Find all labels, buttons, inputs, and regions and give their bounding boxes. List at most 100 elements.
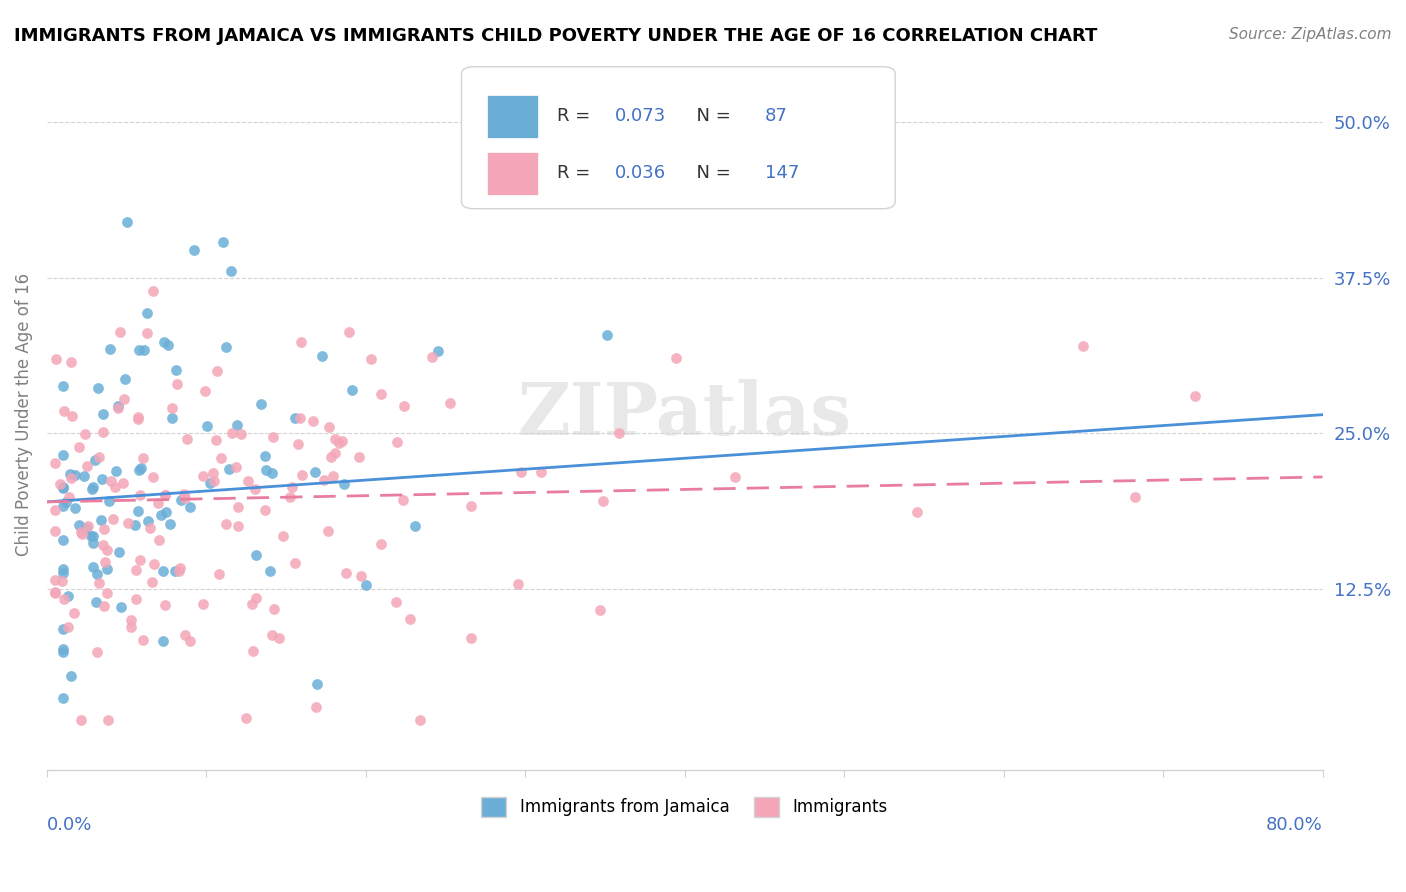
Point <box>124 518 146 533</box>
Point <box>73 427 96 442</box>
Point <box>219 263 242 277</box>
Point <box>460 631 482 645</box>
Point <box>153 598 176 612</box>
Point <box>82 535 104 549</box>
Point <box>225 460 247 475</box>
Point <box>94 555 117 569</box>
Point <box>225 418 247 433</box>
Point <box>80 482 103 496</box>
Point <box>129 460 152 475</box>
Point <box>291 467 314 482</box>
Point <box>52 481 75 495</box>
Point <box>104 480 127 494</box>
Point <box>218 462 240 476</box>
Point <box>665 351 688 365</box>
Point <box>148 533 170 548</box>
Point <box>335 566 357 580</box>
Point <box>262 628 284 642</box>
Point <box>1184 389 1206 403</box>
Point <box>58 490 80 504</box>
Point <box>235 711 257 725</box>
Point <box>127 412 149 426</box>
Point <box>159 516 181 531</box>
Point <box>174 627 197 641</box>
Point <box>44 586 66 600</box>
Point <box>96 585 118 599</box>
Point <box>63 467 86 482</box>
Point <box>82 560 104 574</box>
Text: R =: R = <box>557 164 596 182</box>
Point <box>163 564 186 578</box>
Point <box>44 503 66 517</box>
Point <box>205 364 228 378</box>
Text: Source: ZipAtlas.com: Source: ZipAtlas.com <box>1229 27 1392 42</box>
Point <box>84 595 107 609</box>
Point <box>44 456 66 470</box>
Point <box>142 285 165 299</box>
Point <box>254 450 277 464</box>
Point <box>86 566 108 581</box>
Point <box>80 528 103 542</box>
Point <box>209 450 232 465</box>
Point <box>110 600 132 615</box>
Point <box>284 556 307 570</box>
Point <box>596 328 619 343</box>
Point <box>259 564 281 578</box>
Point <box>409 713 432 727</box>
Point <box>509 465 531 479</box>
Point <box>128 488 150 502</box>
Point <box>287 437 309 451</box>
Text: IMMIGRANTS FROM JAMAICA VS IMMIGRANTS CHILD POVERTY UNDER THE AGE OF 16 CORRELAT: IMMIGRANTS FROM JAMAICA VS IMMIGRANTS CH… <box>14 27 1098 45</box>
Point <box>385 435 408 450</box>
Point <box>52 448 75 462</box>
Point <box>117 516 139 530</box>
Point <box>905 505 928 519</box>
Point <box>325 446 347 460</box>
Point <box>460 499 482 513</box>
Point <box>97 493 120 508</box>
Point <box>75 521 97 535</box>
Point <box>245 548 267 562</box>
FancyBboxPatch shape <box>461 67 896 209</box>
Point <box>179 500 201 514</box>
Point <box>202 475 225 489</box>
Text: ZIPatlas: ZIPatlas <box>517 379 852 450</box>
Point <box>91 472 114 486</box>
Point <box>44 584 66 599</box>
Point <box>392 493 415 508</box>
Point <box>52 379 75 393</box>
Point <box>195 419 218 434</box>
Point <box>76 458 98 473</box>
Point <box>134 343 156 357</box>
Point <box>304 465 326 479</box>
Point <box>169 560 191 574</box>
Point <box>93 522 115 536</box>
Point <box>52 499 75 513</box>
Point <box>439 396 461 410</box>
Point <box>125 563 148 577</box>
Point <box>59 471 82 485</box>
Point <box>153 334 176 349</box>
Point <box>311 349 333 363</box>
Point <box>290 410 312 425</box>
Point <box>135 306 157 320</box>
Text: 0.0%: 0.0% <box>46 816 93 834</box>
Point <box>139 521 162 535</box>
Point <box>249 397 271 411</box>
Point <box>141 574 163 589</box>
Point <box>52 404 75 418</box>
Point <box>142 470 165 484</box>
Point <box>370 537 392 551</box>
Point <box>229 427 252 442</box>
Point <box>420 350 443 364</box>
Point <box>162 411 184 425</box>
Point <box>166 376 188 391</box>
Point <box>238 474 260 488</box>
Point <box>101 512 124 526</box>
Point <box>136 326 159 340</box>
Point <box>52 592 75 607</box>
Point <box>167 564 190 578</box>
Point <box>44 573 66 587</box>
Point <box>260 467 283 481</box>
Point <box>245 591 267 606</box>
